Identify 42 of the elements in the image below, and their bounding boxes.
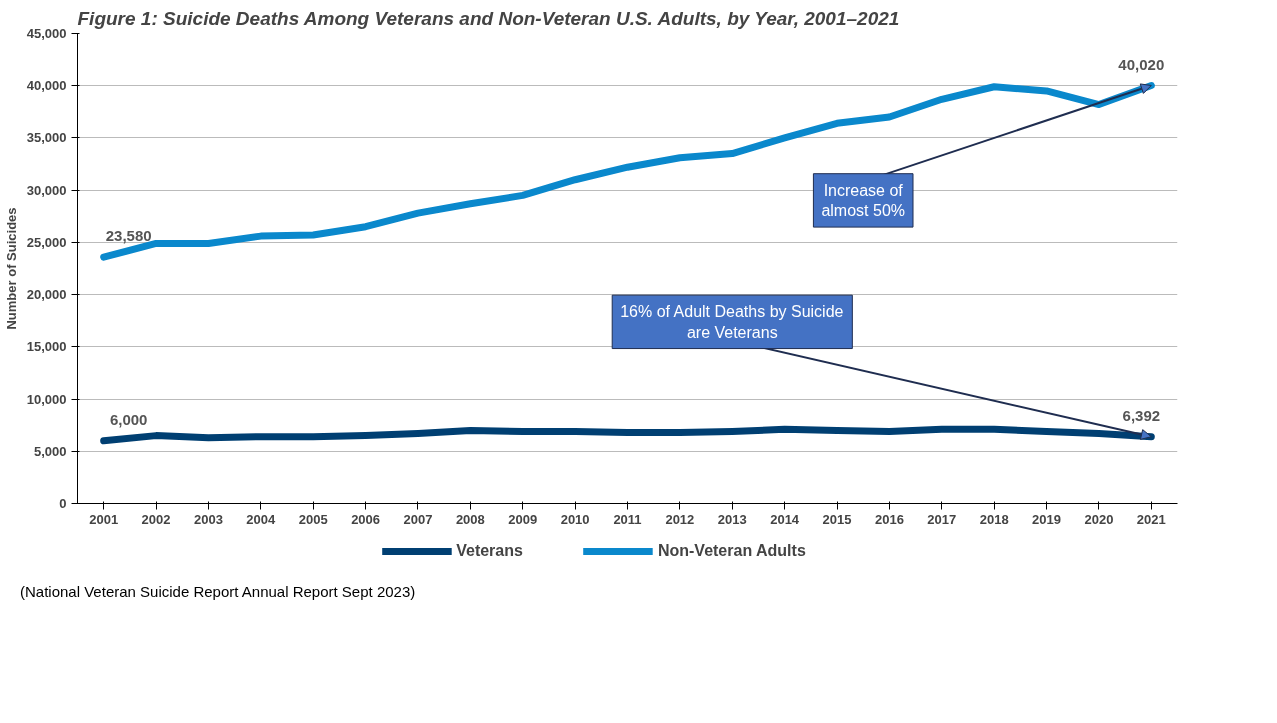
y-tick-label: 10,000 bbox=[26, 391, 67, 407]
y-tick-label: 40,000 bbox=[26, 78, 67, 94]
x-tick-label: 2015 bbox=[822, 511, 852, 527]
chart-title: Figure 1: Suicide Deaths Among Veterans and Non-Veteran U.S. Adults, by Year, 2001–2021 bbox=[77, 7, 900, 29]
y-tick-label: 5,000 bbox=[33, 443, 67, 459]
x-tick-label: 2007 bbox=[403, 511, 433, 527]
y-tick-label: 15,000 bbox=[26, 339, 67, 355]
x-tick-label: 2001 bbox=[89, 511, 119, 527]
y-tick-label: 35,000 bbox=[26, 130, 67, 146]
x-tick-label: 2017 bbox=[927, 511, 957, 527]
x-tick-label: 2008 bbox=[455, 511, 485, 527]
x-tick-label: 2019 bbox=[1032, 511, 1062, 527]
y-tick-label: 20,000 bbox=[26, 287, 67, 303]
y-tick-label: 25,000 bbox=[26, 234, 67, 250]
x-tick-label: 2009 bbox=[508, 511, 538, 527]
x-tick-label: 2016 bbox=[874, 511, 904, 527]
x-tick-label: 2021 bbox=[1136, 511, 1166, 527]
legend-label: Veterans bbox=[456, 542, 523, 560]
annotation: 16% of Adult Deaths by Suicide are Veterans bbox=[620, 303, 844, 341]
x-tick-label: 2018 bbox=[979, 511, 1009, 527]
data-label: 23,580 bbox=[105, 227, 152, 245]
x-tick-label: 2002 bbox=[141, 511, 171, 527]
data-label: 6,392 bbox=[1122, 406, 1161, 424]
data-label: 6,000 bbox=[109, 410, 148, 428]
x-tick-label: 2004 bbox=[246, 511, 277, 527]
x-tick-label: 2006 bbox=[351, 511, 381, 527]
x-tick-label: 2014 bbox=[770, 511, 800, 527]
legend-label: Non-Veteran Adults bbox=[657, 542, 806, 560]
x-tick-label: 2005 bbox=[298, 511, 328, 527]
y-tick-label: 30,000 bbox=[26, 182, 67, 198]
x-tick-label: 2012 bbox=[665, 511, 695, 527]
x-tick-label: 2010 bbox=[560, 511, 590, 527]
x-tick-label: 2011 bbox=[613, 511, 642, 527]
x-tick-label: 2013 bbox=[717, 511, 747, 527]
data-label: 40,020 bbox=[1118, 55, 1165, 73]
x-tick-label: 2020 bbox=[1084, 511, 1114, 527]
y-tick-label: 45,000 bbox=[26, 26, 67, 41]
y-tick-label: 0 bbox=[59, 496, 67, 511]
x-tick-label: 2003 bbox=[193, 511, 223, 527]
annotation: Increase of almost 50% bbox=[821, 181, 906, 220]
text: (National Veteran Suicide Report Annual Report Sept 2023) bbox=[20, 582, 416, 602]
y-axis-title: Number of Suicides bbox=[3, 207, 19, 330]
